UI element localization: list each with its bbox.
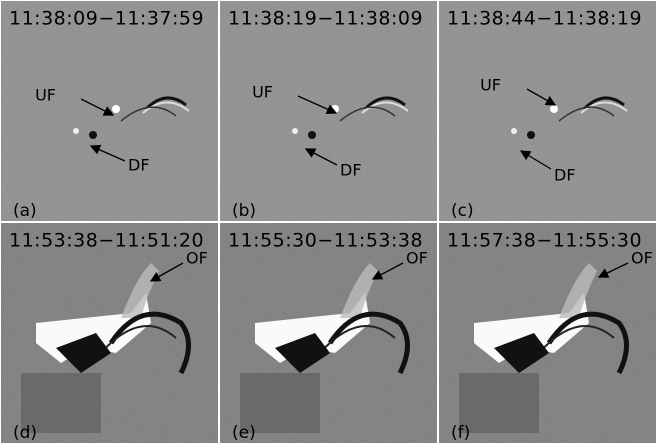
panel-label: (c) <box>451 201 474 221</box>
bright-spot <box>292 128 298 134</box>
panel-title: 11:38:19−11:38:09 <box>228 8 423 30</box>
annotation-label: OF <box>186 249 208 268</box>
panel: 11:38:19−11:38:09 (b) UF DF <box>220 1 437 221</box>
bright-spot <box>112 105 120 113</box>
panel-label: (f) <box>451 423 470 443</box>
panel: 11:55:30−11:53:38 (e) OF <box>220 223 437 443</box>
annotation-label: DF <box>340 161 362 180</box>
panel-title: 11:38:44−11:38:19 <box>447 8 642 30</box>
panel-label: (d) <box>13 423 37 443</box>
bright-spot <box>73 128 79 134</box>
panel: 11:38:09−11:37:59 (a) UF DF <box>1 1 218 221</box>
panel-title: 11:38:09−11:37:59 <box>9 8 204 30</box>
annotation-label: UF <box>480 76 501 95</box>
panel-label: (b) <box>232 201 256 221</box>
annotation-label: UF <box>252 83 273 102</box>
bright-spot <box>550 105 558 113</box>
dark-spot <box>89 131 97 139</box>
panel: 11:57:38−11:55:30 (f) OF <box>439 223 656 443</box>
panel-label: (a) <box>13 201 37 221</box>
image-noise <box>220 1 437 221</box>
figure: 11:38:09−11:37:59(a)UFDF11:38:19−11:38:0… <box>0 0 658 445</box>
annotation-label: OF <box>631 249 653 268</box>
annotation-label: DF <box>128 156 150 175</box>
panel-label: (e) <box>232 423 256 443</box>
annotation-label: UF <box>35 86 56 105</box>
panel-title: 11:53:38−11:51:20 <box>9 230 204 252</box>
annotation-label: DF <box>554 166 576 185</box>
panel: 11:38:44−11:38:19 (c) UF DF <box>439 1 656 221</box>
dark-spot <box>308 131 316 139</box>
annotation-label: OF <box>406 249 428 268</box>
panel-title: 11:57:38−11:55:30 <box>447 230 642 252</box>
panel: 11:53:38−11:51:20 (d) OF <box>1 223 218 443</box>
mottled-region <box>459 373 539 433</box>
image-noise <box>439 1 656 221</box>
image-noise <box>1 1 218 221</box>
dark-spot <box>527 131 535 139</box>
bright-spot <box>511 128 517 134</box>
panel-title: 11:55:30−11:53:38 <box>228 230 423 252</box>
